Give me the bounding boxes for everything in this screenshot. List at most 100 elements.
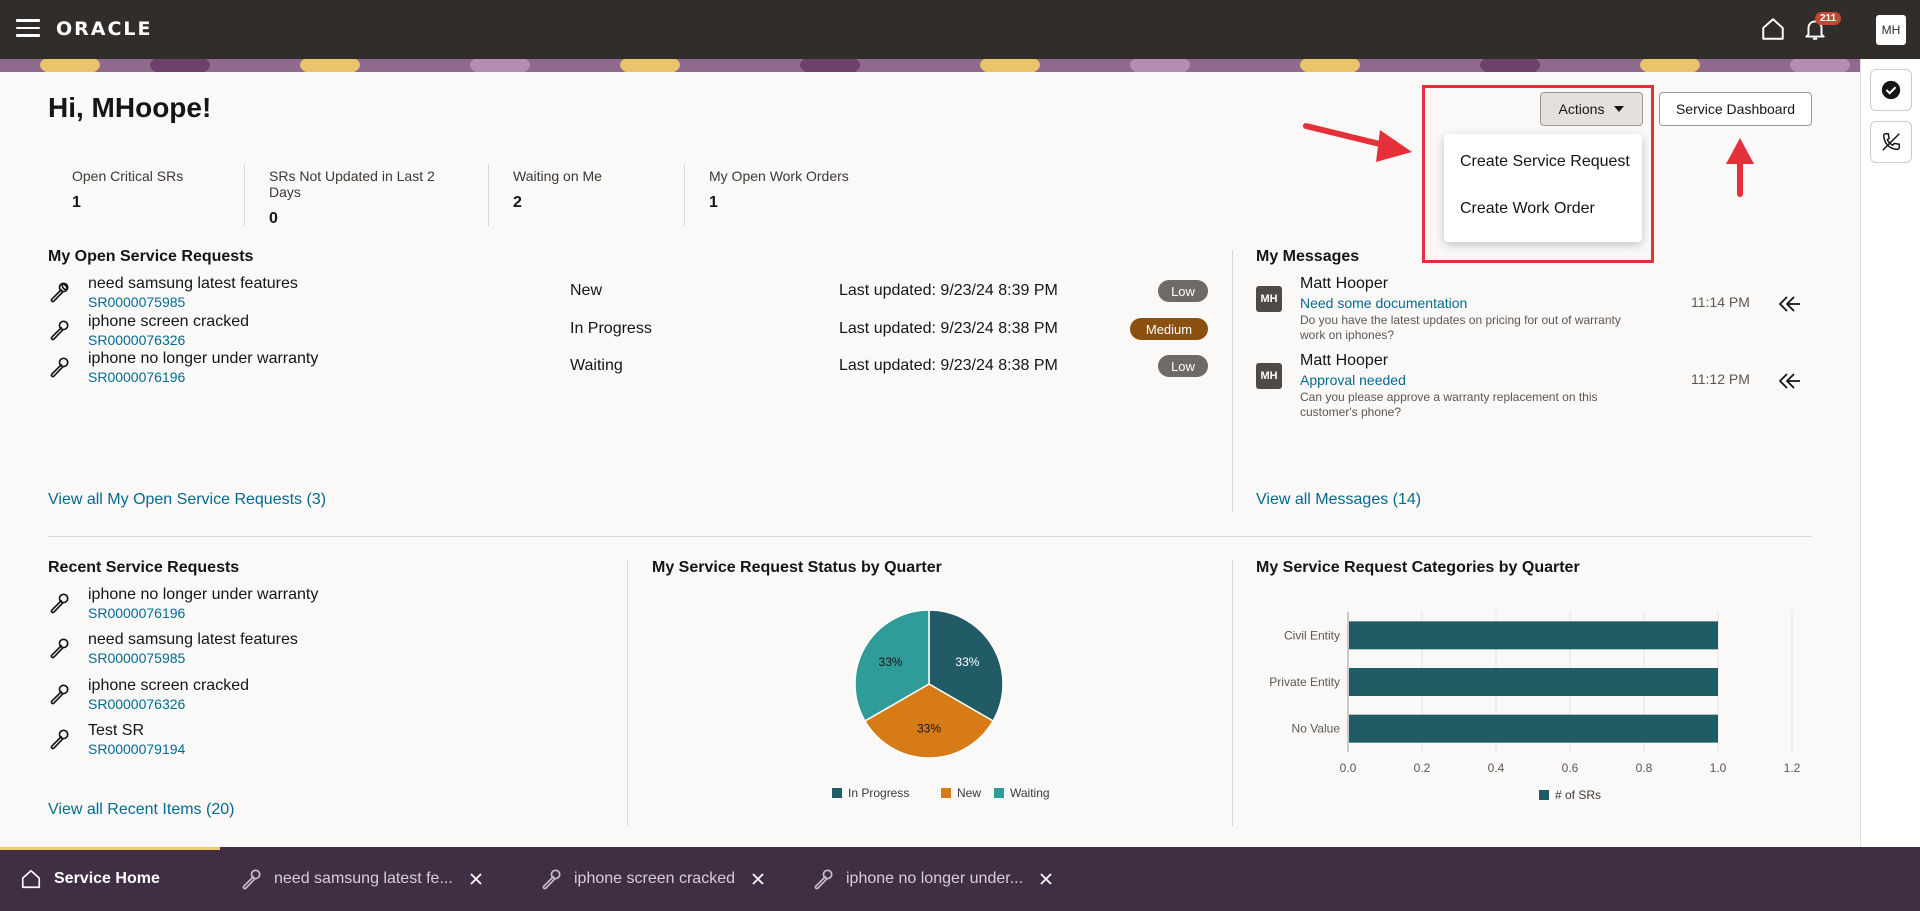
actions-menu-button[interactable]: Actions — [1540, 92, 1643, 126]
sr-title: iphone screen cracked — [88, 677, 249, 694]
service-home-page: Hi, MHoope! Actions Service Dashboard Cr… — [0, 72, 1860, 847]
recent-sr-row[interactable]: iphone no longer under warranty SR000007… — [48, 586, 608, 626]
pie-slice-label: 33% — [917, 721, 941, 735]
message-item[interactable]: MH Matt Hooper Need some documentation D… — [1256, 275, 1816, 345]
legend-swatch — [941, 788, 951, 798]
annotation-arrow-up — [1726, 138, 1754, 197]
service-dashboard-button[interactable]: Service Dashboard — [1659, 92, 1812, 126]
create-work-order-menu-item[interactable]: Create Work Order — [1460, 200, 1595, 217]
stat-my-open-work-orders[interactable]: My Open Work Orders 1 — [684, 164, 880, 226]
stat-label: SRs Not Updated in Last 2 Days — [269, 168, 435, 200]
user-avatar[interactable]: MH — [1876, 15, 1906, 45]
legend-label: Waiting — [1010, 786, 1050, 800]
wrench-icon — [50, 593, 69, 614]
recent-sr-row[interactable]: Test SR SR0000079194 — [48, 722, 608, 762]
tab-sr-iphone-warranty[interactable]: iphone no longer under... — [812, 847, 1053, 911]
close-icon[interactable] — [1039, 872, 1053, 886]
reply-all-icon[interactable] — [1778, 294, 1802, 314]
avatar: MH — [1256, 363, 1282, 389]
annotation-arrow-right — [1303, 123, 1412, 162]
home-icon[interactable] — [1760, 16, 1786, 42]
status-pie-chart: 33% 33% 33% In Progress New Waiting — [832, 609, 1050, 800]
sr-id-link[interactable]: SR0000076326 — [88, 696, 186, 712]
sr-status: In Progress — [570, 320, 652, 337]
sr-title: iphone screen cracked — [88, 313, 249, 330]
sr-last-updated: Last updated: 9/23/24 8:38 PM — [839, 320, 1058, 337]
sr-id-link[interactable]: SR0000075985 — [88, 294, 186, 310]
wrench-icon — [50, 684, 69, 705]
avatar: MH — [1256, 286, 1282, 312]
messages-title: My Messages — [1256, 248, 1360, 265]
bar-chart-title: My Service Request Categories by Quarter — [1256, 559, 1580, 576]
stat-waiting-on-me[interactable]: Waiting on Me 2 — [488, 164, 684, 226]
open-sr-row[interactable]: iphone no longer under warranty SR000007… — [48, 350, 1208, 388]
y-tick-label: No Value — [1292, 722, 1341, 736]
priority-badge: Low — [1158, 280, 1208, 302]
sr-id-link[interactable]: SR0000076326 — [88, 332, 186, 348]
tab-label: need samsung latest fe... — [274, 870, 453, 887]
sr-id-link[interactable]: SR0000079194 — [88, 741, 186, 757]
message-preview: Can you please approve a warranty replac… — [1300, 390, 1598, 419]
view-all-recent-link[interactable]: View all Recent Items (20) — [48, 801, 235, 818]
message-item[interactable]: MH Matt Hooper Approval needed Can you p… — [1256, 352, 1816, 422]
actions-dropdown-menu: Create Service Request Create Work Order — [1444, 134, 1642, 242]
sr-last-updated: Last updated: 9/23/24 8:38 PM — [839, 357, 1058, 374]
open-srs-title: My Open Service Requests — [48, 248, 254, 265]
stat-open-critical-srs[interactable]: Open Critical SRs 1 — [48, 164, 244, 226]
view-all-messages-link[interactable]: View all Messages (14) — [1256, 491, 1422, 508]
open-tabs-bar: Service Home need samsung latest fe... i… — [0, 847, 1920, 911]
pie-chart-title: My Service Request Status by Quarter — [652, 559, 942, 576]
recent-srs-title: Recent Service Requests — [48, 559, 240, 576]
x-tick-label: 1.0 — [1710, 761, 1727, 775]
stat-value: 0 — [269, 210, 278, 227]
bar — [1349, 714, 1718, 743]
view-all-open-srs-link[interactable]: View all My Open Service Requests (3) — [48, 491, 327, 508]
decorative-banner — [0, 59, 1860, 72]
recent-sr-row[interactable]: iphone screen cracked SR0000076326 — [48, 677, 608, 717]
sr-title: need samsung latest features — [88, 631, 298, 648]
stat-label: Open Critical SRs — [72, 168, 184, 184]
sr-status: Waiting — [570, 357, 623, 374]
wrench-icon — [814, 869, 833, 890]
reply-all-icon[interactable] — [1778, 371, 1802, 391]
x-tick-label: 0.2 — [1414, 761, 1431, 775]
close-icon[interactable] — [751, 872, 765, 886]
message-preview: Do you have the latest updates on pricin… — [1300, 313, 1621, 342]
section-divider — [1232, 250, 1233, 512]
close-icon[interactable] — [469, 872, 483, 886]
stat-srs-not-updated[interactable]: SRs Not Updated in Last 2 Days 0 — [244, 164, 488, 227]
oracle-logo: ORACLE — [56, 18, 153, 40]
create-service-request-menu-item[interactable]: Create Service Request — [1460, 153, 1630, 170]
sr-id-link[interactable]: SR0000075985 — [88, 650, 186, 666]
home-icon — [21, 869, 41, 889]
section-divider — [627, 560, 628, 826]
pie-slice — [928, 609, 1004, 723]
tab-sr-iphone-screen[interactable]: iphone screen cracked — [540, 847, 765, 911]
sr-id-link[interactable]: SR0000076196 — [88, 369, 186, 385]
open-sr-row[interactable]: iphone screen cracked SR0000076326 In Pr… — [48, 313, 1208, 351]
phone-off-icon — [1882, 133, 1900, 151]
sr-id-link[interactable]: SR0000076196 — [88, 605, 186, 621]
stat-label: My Open Work Orders — [709, 168, 849, 184]
open-sr-row[interactable]: need samsung latest features SR000007598… — [48, 275, 1208, 313]
active-tab-indicator — [0, 847, 220, 850]
message-subject-link[interactable]: Need some documentation — [1300, 295, 1468, 311]
legend-label: New — [957, 786, 981, 800]
x-tick-label: 0.6 — [1562, 761, 1579, 775]
recent-sr-row[interactable]: need samsung latest features SR000007598… — [48, 631, 608, 671]
sr-title: need samsung latest features — [88, 275, 298, 292]
phone-off-button[interactable] — [1870, 121, 1912, 163]
tab-label: Service Home — [54, 870, 160, 887]
tab-sr-samsung[interactable]: need samsung latest fe... — [240, 847, 483, 911]
global-header: ORACLE 211 MH — [0, 0, 1920, 59]
tasks-button[interactable] — [1870, 69, 1912, 111]
pie-slice-label: 33% — [879, 655, 903, 669]
legend-swatch — [994, 788, 1004, 798]
wrench-icon — [50, 320, 69, 341]
tab-service-home[interactable]: Service Home — [20, 847, 160, 911]
pie-slice-label: 33% — [955, 655, 979, 669]
sr-title: iphone no longer under warranty — [88, 586, 319, 603]
navigator-menu-icon[interactable] — [16, 19, 40, 39]
message-subject-link[interactable]: Approval needed — [1300, 372, 1406, 388]
message-time: 11:12 PM — [1691, 371, 1750, 387]
